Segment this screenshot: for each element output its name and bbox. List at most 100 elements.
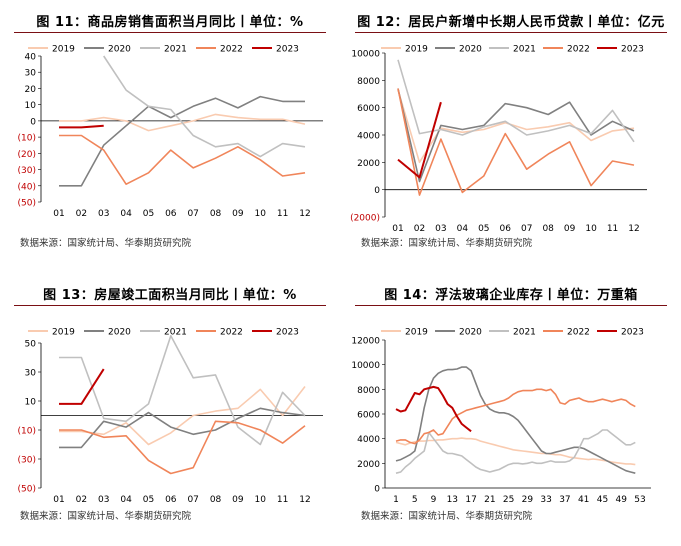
legend-label-2023: 2023 xyxy=(276,328,299,338)
series-line-2020 xyxy=(397,88,635,183)
legend-label-2020: 2020 xyxy=(108,45,131,55)
chart-panel-11: 图 11：商品房销售面积当月同比丨单位：% 40 30 20 10 0 (10) (20) (… xyxy=(0,0,340,273)
y-tick-label: 4000 xyxy=(357,132,380,142)
x-tick-label: 08 xyxy=(210,209,222,219)
y-tick-label: 10000 xyxy=(351,50,380,60)
x-tick-label: 02 xyxy=(414,224,425,232)
series-line-2020 xyxy=(59,407,306,449)
x-tick-label: 45 xyxy=(597,495,608,505)
x-tick-label: 09 xyxy=(232,209,244,219)
y-tick-label: 20 xyxy=(25,85,37,95)
legend-label-2020: 2020 xyxy=(459,328,482,338)
y-tick-label: (50) xyxy=(18,199,36,209)
legend-label-2019: 2019 xyxy=(52,328,75,338)
chart-title: 图 12：居民户新增中长期人民币贷款丨单位：亿元 xyxy=(357,15,665,30)
x-tick-label: 25 xyxy=(503,495,514,505)
legend-label-2019: 2019 xyxy=(405,45,428,55)
legend-label-2021: 2021 xyxy=(513,45,536,55)
series-line-2021 xyxy=(397,59,635,143)
x-tick-label: 10 xyxy=(255,495,267,505)
x-tick-label: 03 xyxy=(98,209,109,219)
title-rule xyxy=(355,32,667,33)
source-note: 数据来源：国家统计局、华泰期货研究院 xyxy=(361,511,533,522)
series-line-2022 xyxy=(395,388,636,445)
series-line-2022 xyxy=(397,88,635,196)
x-tick-label: 53 xyxy=(634,495,645,505)
series-line-2022 xyxy=(59,134,306,185)
x-tick-label: 11 xyxy=(607,224,618,232)
chart-title: 图 14：浮法玻璃企业库存丨单位：万重箱 xyxy=(384,288,638,303)
y-tick-label: 0 xyxy=(30,117,36,127)
x-tick-label: 33 xyxy=(540,495,551,505)
chart-panel-12: 图 12：居民户新增中长期人民币贷款丨单位：亿元 10000 8000 6000 40… xyxy=(341,0,681,273)
x-tick-label: 9 xyxy=(431,495,437,505)
legend-label-2023: 2023 xyxy=(621,45,644,55)
series-line-2020 xyxy=(395,366,636,474)
x-tick-label: 13 xyxy=(447,495,458,505)
series-line-2023 xyxy=(59,124,104,129)
chart-area: 50 30 10 (10) (30) (50) 01 02 03 04 05 06 07 08 09 10 11… xyxy=(18,328,323,505)
x-tick-label: 07 xyxy=(521,224,532,232)
y-tick-label: 50 xyxy=(25,340,37,350)
legend-label-2022: 2022 xyxy=(567,45,590,55)
chart-title: 图 13：房屋竣工面积当月同比丨单位：% xyxy=(43,288,297,303)
x-tick-label: 11 xyxy=(277,495,288,505)
series-line-2021 xyxy=(59,334,306,446)
series-line-2019 xyxy=(395,437,636,466)
x-tick-label: 01 xyxy=(53,495,64,505)
x-tick-label: 29 xyxy=(522,495,534,505)
chart-area: 40 30 20 10 0 (10) (20) (30) (40) (50) 01 02 03 04 05 0… xyxy=(18,45,323,219)
x-tick-label: 5 xyxy=(412,495,418,505)
y-tick-label: 30 xyxy=(25,369,37,379)
chart-area: 10000 8000 6000 4000 2000 0 (2000) 01 02 03 04 05 06… xyxy=(350,45,647,232)
series-line-2023 xyxy=(59,368,105,405)
x-tick-label: 08 xyxy=(210,495,222,505)
x-tick-label: 03 xyxy=(98,495,109,505)
y-tick-label: 40 xyxy=(25,53,37,63)
x-tick-label: 12 xyxy=(299,495,310,505)
source-note: 数据来源：国家统计局、华泰期货研究院 xyxy=(361,238,533,249)
y-tick-label: 8000 xyxy=(357,77,380,87)
series-line-2020 xyxy=(59,95,305,187)
x-tick-label: 05 xyxy=(143,495,154,505)
x-tick-label: 12 xyxy=(299,209,310,219)
chart-panel-13: 图 13：房屋竣工面积当月同比丨单位：% 50 30 10 (10) (30) (50) 0… xyxy=(0,273,340,546)
x-tick-label: 04 xyxy=(457,224,469,232)
x-tick-label: 05 xyxy=(143,209,154,219)
x-tick-label: 21 xyxy=(484,495,495,505)
x-tick-label: 02 xyxy=(76,209,87,219)
x-tick-label: 09 xyxy=(232,495,244,505)
legend-label-2019: 2019 xyxy=(52,45,75,55)
legend-label-2021: 2021 xyxy=(164,328,187,338)
x-tick-label: 09 xyxy=(564,224,576,232)
y-tick-label: 8000 xyxy=(357,386,380,396)
series-line-2022 xyxy=(59,420,306,475)
legend-label-2021: 2021 xyxy=(164,45,187,55)
chart-area: 0 2000 4000 6000 8000 10000 12000 1 5 9 13 17 21 25 29… xyxy=(351,328,651,505)
x-tick-label: 01 xyxy=(392,224,403,232)
y-tick-label: 2000 xyxy=(357,159,380,169)
x-tick-label: 05 xyxy=(478,224,489,232)
x-tick-label: 1 xyxy=(393,495,399,505)
legend-label-2023: 2023 xyxy=(276,45,299,55)
legend-label-2022: 2022 xyxy=(220,45,243,55)
title-rule xyxy=(14,32,326,33)
legend-label-2022: 2022 xyxy=(567,328,590,338)
y-tick-label: (20) xyxy=(18,150,36,160)
y-tick-label: 6000 xyxy=(357,411,380,421)
x-tick-label: 07 xyxy=(187,495,198,505)
x-tick-label: 07 xyxy=(187,209,198,219)
legend-label-2022: 2022 xyxy=(220,328,243,338)
source-note: 数据来源：国家统计局、华泰期货研究院 xyxy=(20,511,192,522)
y-tick-label: (10) xyxy=(18,134,36,144)
y-tick-label: 10 xyxy=(25,101,37,111)
x-tick-label: 10 xyxy=(255,209,267,219)
x-tick-label: 01 xyxy=(53,209,64,219)
x-tick-label: 02 xyxy=(76,495,87,505)
series-line-2023 xyxy=(397,101,442,179)
legend-label-2019: 2019 xyxy=(405,328,428,338)
x-tick-label: 04 xyxy=(120,495,132,505)
y-tick-label: (30) xyxy=(18,166,36,176)
y-tick-label: (40) xyxy=(18,182,36,192)
y-tick-label: 30 xyxy=(25,69,37,79)
